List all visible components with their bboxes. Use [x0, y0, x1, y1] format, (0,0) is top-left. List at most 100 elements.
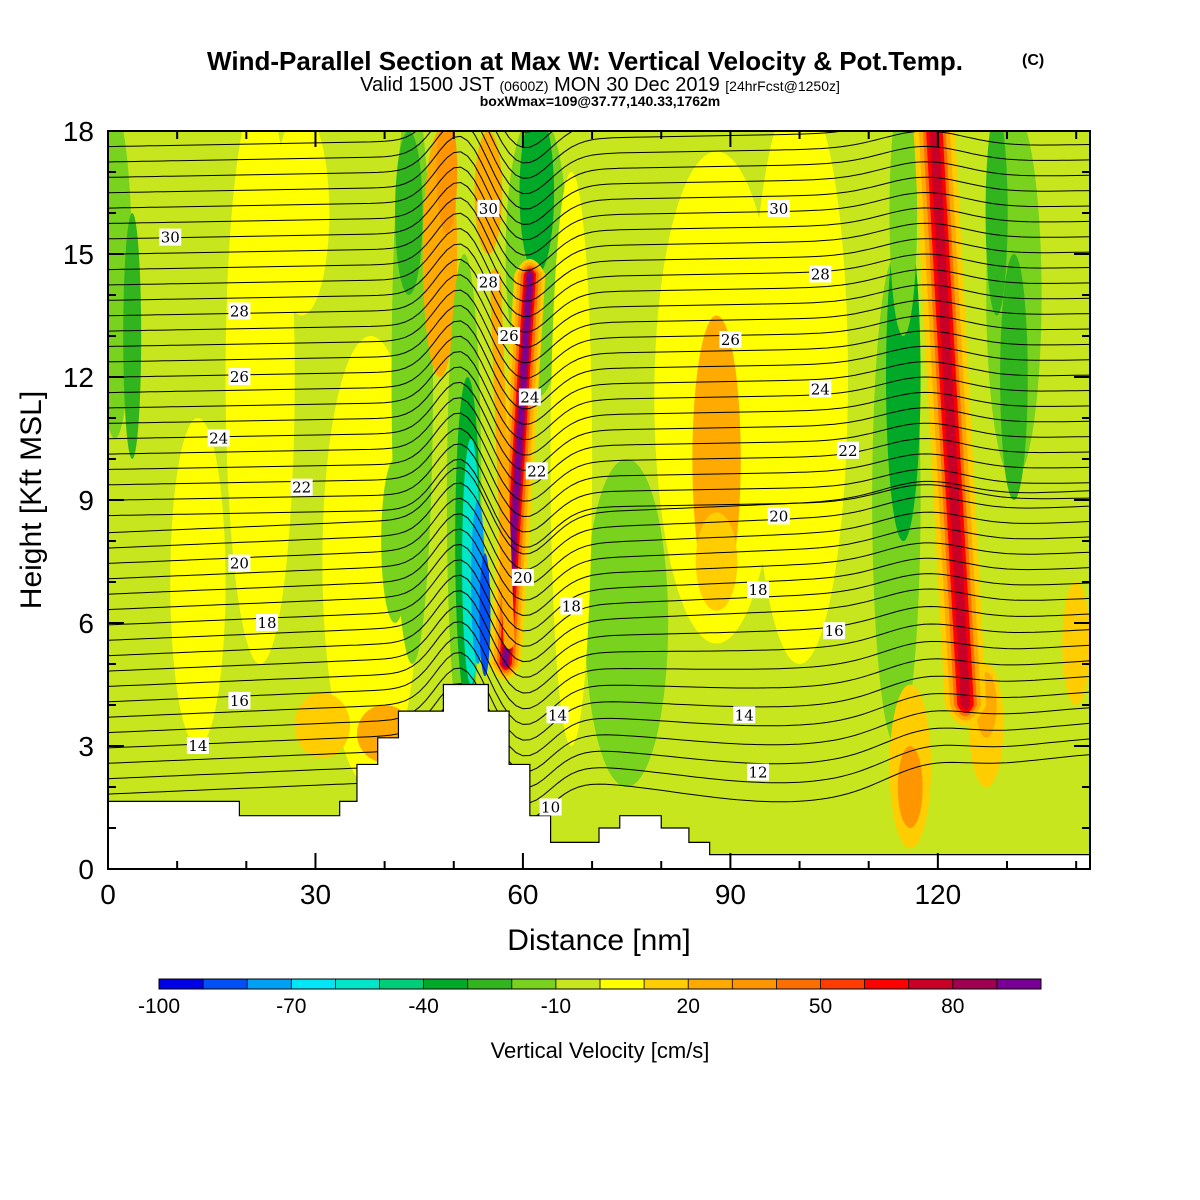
colorbar-swatch	[467, 979, 513, 989]
colorbar-swatch	[952, 979, 998, 989]
colorbar-swatch	[511, 979, 557, 989]
theta-contour-line	[108, 381, 1090, 471]
velocity-cell	[108, 676, 164, 775]
theta-contour-line	[108, 621, 1090, 710]
y-tick-label: 3	[78, 731, 94, 762]
svg-text:20: 20	[769, 507, 788, 525]
theta-contour-line	[108, 320, 1090, 410]
theta-contour-line	[108, 574, 1090, 663]
theta-contour-line	[108, 366, 1090, 456]
velocity-cell	[985, 131, 1008, 316]
theta-contour-label: 10	[539, 798, 562, 817]
copyright-mark: (C)	[1022, 52, 1044, 69]
colorbar: -100 -70 -40 -10 20 50 80	[138, 978, 1042, 1018]
colorbar-tick-label: -70	[276, 995, 306, 1018]
y-axis: 0 3 6 9 12 15 18	[63, 116, 1090, 885]
theta-contour-line	[108, 713, 1090, 804]
valid-utc: (0600Z)	[499, 78, 548, 94]
theta-contour-label: 22	[290, 478, 313, 497]
colorbar-tick-label: -40	[408, 995, 438, 1018]
theta-contour-line	[108, 131, 1090, 210]
svg-text:14: 14	[188, 737, 207, 755]
y-axis-label: Height [Kft MSL]	[15, 391, 48, 609]
theta-contour-label: 22	[836, 441, 859, 460]
theta-contour-line	[108, 443, 1090, 533]
colorbar-swatch	[555, 979, 601, 989]
valid-date: MON 30 Dec 2019	[554, 74, 720, 96]
colorbar-swatch	[379, 979, 425, 989]
svg-text:30: 30	[479, 200, 498, 218]
theta-contour-label: 28	[477, 273, 500, 292]
valid-prefix: Valid 1500 JST	[360, 74, 494, 96]
theta-contour-line	[108, 682, 1090, 772]
theta-contour-line	[108, 528, 1090, 617]
theta-contour-label: 18	[747, 581, 770, 599]
velocity-plume	[489, 268, 515, 650]
theta-contour-line	[108, 335, 1090, 425]
theta-contour-line	[108, 135, 1090, 225]
theta-contour-line	[108, 274, 1090, 364]
velocity-cell	[585, 459, 669, 787]
theta-contour-label: 30	[767, 199, 790, 218]
colorbar-tick-label: 80	[941, 995, 964, 1018]
theta-contour-line	[108, 412, 1090, 502]
velocity-cell	[294, 692, 351, 759]
colorbar-swatch	[203, 979, 248, 989]
colorbar-swatch	[732, 979, 777, 989]
box-wmax-line: boxWmax=109@37.77,140.33,1762m	[480, 93, 721, 109]
velocity-cell	[436, 131, 458, 234]
theta-contour-line	[108, 258, 1090, 348]
svg-text:18: 18	[258, 614, 277, 632]
colorbar-swatch	[423, 979, 469, 989]
theta-contour-line	[108, 289, 1090, 379]
colorbar-swatch	[864, 979, 910, 989]
theta-contour-line	[108, 151, 1090, 241]
x-axis-label: Distance [nm]	[507, 924, 690, 957]
theta-contour-label: 20	[228, 554, 251, 573]
velocity-cell	[889, 131, 918, 336]
svg-text:24: 24	[209, 430, 228, 448]
colorbar-title: Vertical Velocity [cm/s]	[491, 1038, 710, 1063]
theta-contour-label: 24	[809, 380, 832, 398]
colorbar-tick-label: 20	[677, 995, 700, 1018]
theta-contour-line	[108, 497, 1090, 586]
svg-text:20: 20	[230, 555, 249, 573]
theta-contour-line	[108, 636, 1090, 725]
theta-contour-label: 24	[518, 388, 541, 407]
theta-contour-line	[108, 197, 1090, 287]
theta-contour-label: 22	[525, 462, 548, 480]
svg-text:14: 14	[735, 706, 754, 724]
svg-text:30: 30	[161, 229, 180, 247]
theta-contour-line	[108, 667, 1090, 757]
colorbar-swatch	[335, 979, 380, 989]
x-tick-label: 0	[100, 879, 116, 910]
y-tick-label: 0	[78, 854, 94, 885]
theta-contour-line	[108, 243, 1090, 333]
contour-labels: 10 12 14 14 14 16 16 18 18 18 20 20 20 22 22 22 24 24 24 26…	[159, 199, 859, 817]
velocity-cell	[273, 131, 330, 316]
theta-contour-line	[108, 729, 1090, 820]
velocity-cell	[519, 131, 555, 275]
svg-text:20: 20	[513, 569, 532, 587]
terrain	[108, 683, 1090, 869]
colorbar-swatch	[600, 979, 645, 989]
theta-contour-label: 30	[477, 199, 500, 218]
svg-text:16: 16	[825, 622, 844, 640]
colorbar-tick-label: 50	[809, 995, 832, 1018]
velocity-cell	[1062, 582, 1090, 705]
theta-contour-line	[108, 397, 1090, 487]
y-tick-label: 18	[63, 116, 94, 147]
theta-contour-label: 28	[228, 302, 251, 320]
colorbar-swatch	[688, 979, 733, 989]
svg-text:22: 22	[292, 479, 311, 497]
theta-contour-label: 16	[228, 691, 251, 710]
svg-text:26: 26	[721, 331, 740, 349]
colorbar-swatch	[247, 979, 292, 989]
x-tick-label: 120	[914, 879, 961, 910]
svg-text:28: 28	[811, 266, 830, 284]
y-tick-label: 6	[78, 608, 94, 639]
velocity-cell	[695, 512, 738, 611]
theta-contour-line	[108, 513, 1090, 601]
velocity-cell	[897, 746, 923, 828]
